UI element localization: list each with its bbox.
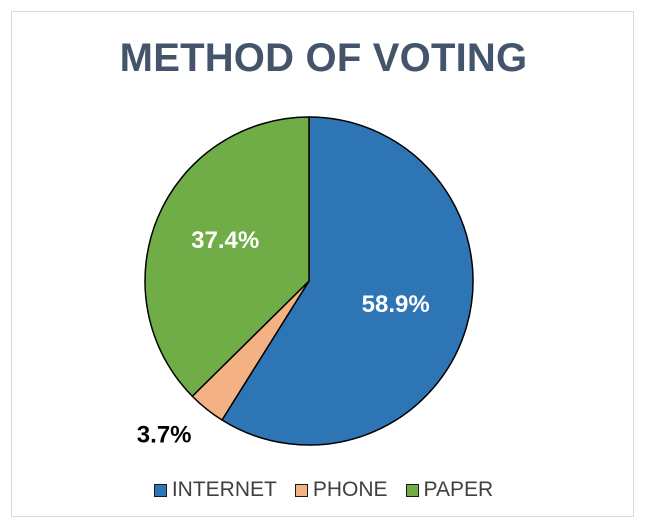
legend-label-internet: INTERNET [171,478,277,501]
legend: INTERNET PHONE PAPER [0,478,647,502]
legend-label-paper: PAPER [423,478,494,501]
pie-slice-internet [220,116,474,446]
legend-swatch-paper [405,483,419,497]
legend-swatch-phone [294,483,308,497]
legend-item-internet: INTERNET [153,478,277,502]
legend-swatch-internet [153,483,167,497]
legend-label-phone: PHONE [312,478,388,501]
data-label-internet: 58.9% [362,291,430,318]
data-label-paper: 37.4% [191,227,259,254]
legend-item-paper: PAPER [405,478,494,502]
legend-item-phone: PHONE [294,478,388,502]
chart-title: METHOD OF VOTING [119,36,528,80]
pie-slice-paper [144,116,310,398]
data-label-phone: 3.7% [137,422,192,449]
